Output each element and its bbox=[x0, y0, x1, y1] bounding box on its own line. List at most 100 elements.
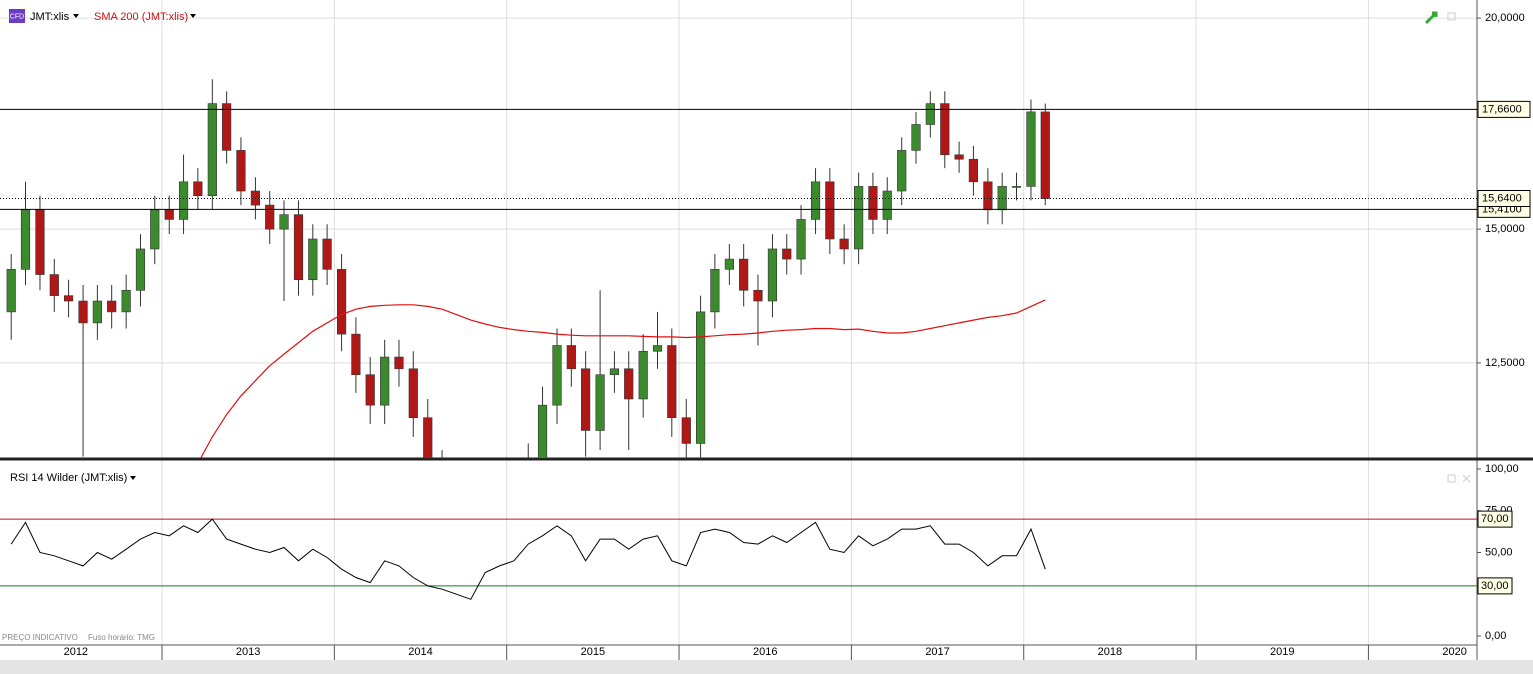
candle-body bbox=[767, 248, 778, 302]
candle-body bbox=[882, 190, 892, 220]
instrument[interactable]: JMT:xlis bbox=[30, 11, 70, 23]
candle-body bbox=[1026, 111, 1036, 187]
candle-body bbox=[351, 333, 361, 376]
x-tick-label: 2014 bbox=[408, 646, 432, 658]
rsi-label[interactable]: RSI 14 Wilder (JMT:xlis) bbox=[10, 472, 127, 484]
candle-body bbox=[595, 374, 605, 431]
candle-body bbox=[796, 219, 806, 260]
candle-body bbox=[753, 290, 763, 302]
candle-body bbox=[135, 248, 146, 291]
candle-body bbox=[695, 311, 706, 444]
candle-body bbox=[1011, 186, 1022, 188]
x-tick-label: 2016 bbox=[753, 646, 777, 658]
candle-body bbox=[782, 248, 792, 260]
candle-body bbox=[854, 186, 864, 250]
candle-body bbox=[92, 300, 102, 324]
badge-text: CFD bbox=[10, 13, 24, 20]
candle-body bbox=[49, 274, 59, 296]
candle-body bbox=[178, 181, 189, 220]
x-tick-label: 2018 bbox=[1098, 646, 1122, 658]
candle-body bbox=[308, 238, 318, 281]
candle-body bbox=[652, 345, 663, 352]
dropdown[interactable] bbox=[190, 14, 196, 18]
x-tick-label: 2017 bbox=[925, 646, 949, 658]
close-icon[interactable] bbox=[1462, 474, 1471, 483]
candle-body bbox=[64, 295, 74, 302]
price-label: 15,6400 bbox=[1482, 192, 1522, 204]
candle-body bbox=[537, 404, 548, 458]
rsi-line bbox=[10, 518, 1046, 600]
candle-body bbox=[839, 238, 849, 250]
candle-body bbox=[825, 181, 835, 240]
price-label-box bbox=[1477, 100, 1531, 118]
candle-body bbox=[222, 103, 232, 151]
candle-body bbox=[193, 181, 203, 196]
window-icon[interactable] bbox=[1447, 12, 1456, 21]
grid bbox=[0, 0, 1477, 645]
candle-body bbox=[78, 300, 88, 324]
candle-body bbox=[609, 368, 620, 376]
candle-body bbox=[35, 209, 45, 275]
candle-body bbox=[365, 374, 375, 406]
candle-body bbox=[322, 238, 332, 270]
candle-body bbox=[925, 103, 935, 125]
price-plot bbox=[6, 79, 1050, 458]
badge bbox=[9, 9, 25, 23]
price-label-box bbox=[1477, 189, 1531, 207]
candle-body bbox=[121, 290, 131, 313]
x-tick-label: 2012 bbox=[64, 646, 88, 658]
candle-body bbox=[667, 345, 677, 419]
y-tick-label: 100,00 bbox=[1485, 463, 1519, 475]
y-tick-label: 15,0000 bbox=[1485, 223, 1525, 235]
candle-body bbox=[423, 417, 433, 458]
candle-body bbox=[207, 103, 217, 196]
dropdown[interactable] bbox=[73, 14, 79, 18]
candle-body bbox=[581, 368, 591, 431]
candle-body bbox=[897, 150, 907, 192]
candle-body bbox=[107, 300, 117, 313]
footer-source: PREÇO INDICATIVO bbox=[2, 633, 78, 642]
window-icon[interactable] bbox=[1447, 474, 1456, 483]
dropdown[interactable] bbox=[130, 476, 136, 480]
candle-body bbox=[868, 186, 878, 220]
y-tick-label: 12,5000 bbox=[1485, 357, 1525, 369]
candle-body bbox=[394, 356, 404, 370]
candle-body bbox=[681, 417, 691, 444]
candle-body bbox=[150, 209, 160, 250]
level-label: 30,00 bbox=[1481, 580, 1509, 592]
candle-body bbox=[408, 368, 418, 419]
candle-body bbox=[164, 209, 174, 220]
candle-body bbox=[810, 181, 821, 220]
indicator-label[interactable]: SMA 200 (JMT:xlis) bbox=[94, 11, 188, 23]
x-tick-label: 2019 bbox=[1270, 646, 1294, 658]
footer-timezone: Fuso horário: TMG bbox=[88, 633, 155, 642]
expand-icon[interactable] bbox=[1424, 11, 1438, 25]
candle-body bbox=[566, 345, 576, 370]
candle-body bbox=[1040, 111, 1050, 199]
candle-body bbox=[911, 124, 921, 151]
level-label: 70,00 bbox=[1481, 513, 1509, 525]
candle-body bbox=[624, 368, 634, 400]
price-label: 17,6600 bbox=[1482, 103, 1522, 115]
status-bar bbox=[0, 660, 1533, 674]
candle-body bbox=[739, 258, 749, 291]
y-tick-label: 0,00 bbox=[1485, 630, 1506, 642]
x-tick-label: 2013 bbox=[236, 646, 260, 658]
candle-body bbox=[336, 269, 347, 335]
candle-body bbox=[236, 150, 246, 192]
x-tick-label: 2020 bbox=[1442, 646, 1466, 658]
level-label-box bbox=[1477, 577, 1513, 595]
candle-body bbox=[279, 214, 289, 230]
candle-body bbox=[940, 103, 950, 156]
candle-body bbox=[265, 204, 275, 230]
candle-body bbox=[983, 181, 993, 211]
x-tick-label: 2015 bbox=[581, 646, 605, 658]
y-tick-label: 20,0000 bbox=[1485, 12, 1525, 24]
y-tick-label: 50,00 bbox=[1485, 546, 1513, 558]
candle-body bbox=[293, 214, 304, 281]
candle-body bbox=[954, 154, 964, 160]
candle-body bbox=[380, 356, 390, 406]
